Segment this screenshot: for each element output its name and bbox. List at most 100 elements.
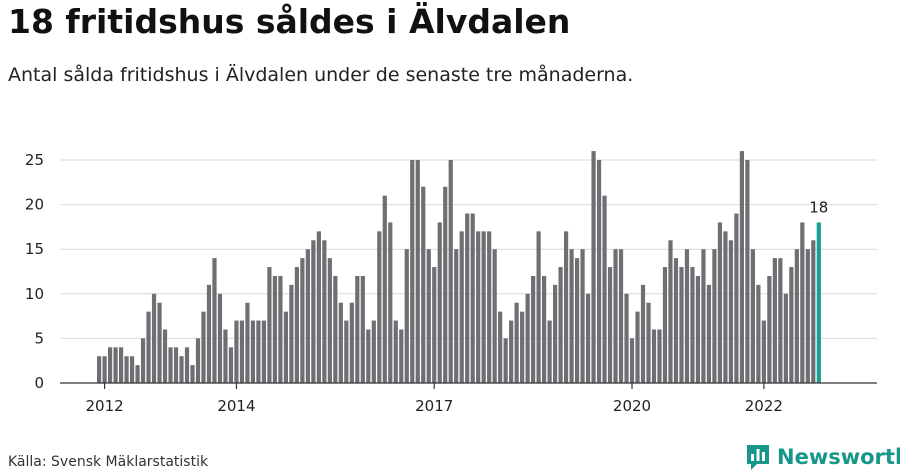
- bar: [646, 302, 651, 383]
- bar: [531, 275, 536, 383]
- bar: [421, 186, 426, 383]
- bar: [289, 284, 294, 383]
- bar: [344, 320, 349, 383]
- bar: [426, 249, 431, 383]
- x-tick-label-2022: 2022: [745, 397, 783, 415]
- bar: [673, 258, 679, 383]
- bar: [129, 356, 135, 383]
- bar: [563, 231, 569, 383]
- bar: [596, 160, 602, 383]
- y-tick-label-5: 5: [34, 329, 44, 347]
- bar: [805, 249, 810, 383]
- bar: [503, 338, 508, 383]
- y-tick-label-15: 15: [25, 240, 44, 258]
- bar: [767, 275, 772, 383]
- bar: [690, 267, 695, 383]
- bar: [168, 347, 173, 383]
- bar: [206, 284, 212, 383]
- bar-highlight: [816, 222, 821, 383]
- bar: [382, 195, 387, 383]
- bar: [305, 249, 310, 383]
- bar: [750, 249, 755, 383]
- bar: [327, 258, 332, 383]
- y-tick-label-20: 20: [25, 196, 44, 214]
- bar: [146, 311, 151, 383]
- bar: [800, 222, 805, 383]
- bar: [195, 338, 201, 383]
- bar: [558, 267, 563, 383]
- bar: [487, 231, 492, 383]
- bar: [388, 222, 393, 383]
- bar: [217, 293, 223, 383]
- bar: [311, 240, 316, 383]
- bar: [278, 275, 283, 383]
- bar: [640, 284, 646, 383]
- bar: [360, 275, 365, 383]
- bar: [476, 231, 481, 383]
- brand-logo[interactable]: Newsworthy: [745, 443, 900, 471]
- bar: [432, 267, 437, 383]
- bar: [184, 347, 190, 383]
- bar: [728, 240, 734, 383]
- y-tick-label-0: 0: [34, 374, 44, 392]
- bar: [553, 284, 558, 383]
- page-title: 18 fritidshus såldes i Älvdalen: [8, 2, 571, 41]
- bar: [316, 231, 321, 383]
- bar: [377, 231, 382, 383]
- bar: [668, 240, 673, 383]
- bar: [437, 222, 442, 383]
- bar: [355, 275, 360, 383]
- bar: [140, 338, 146, 383]
- bar: [459, 231, 464, 383]
- bar: [695, 275, 701, 383]
- bar: [662, 267, 668, 383]
- bar: [201, 311, 206, 383]
- bar: [635, 311, 640, 383]
- bar: [135, 365, 140, 383]
- bar: [454, 249, 459, 383]
- bar: [283, 311, 288, 383]
- bar: [498, 311, 503, 383]
- bar: [712, 249, 717, 383]
- bar: [173, 347, 179, 383]
- bar: [399, 329, 404, 383]
- bar: [701, 249, 706, 383]
- bar-chart: 0 5 10 15 20 25 18 2012 2014 2017 2020 2022: [25, 151, 877, 415]
- bar: [223, 329, 228, 383]
- bar: [102, 356, 107, 383]
- bar: [294, 267, 299, 383]
- bar: [333, 275, 338, 383]
- bar: [745, 160, 750, 383]
- bar: [778, 258, 783, 383]
- bar: [657, 329, 662, 383]
- bar: [618, 249, 624, 383]
- bar: [679, 267, 684, 383]
- bar: [514, 302, 519, 383]
- bar: [602, 195, 607, 383]
- bar: [723, 231, 728, 383]
- bar: [371, 320, 376, 383]
- bar: [338, 302, 343, 383]
- bar: [366, 329, 371, 383]
- bar: [739, 151, 744, 383]
- bar: [734, 213, 739, 383]
- bar: [322, 240, 327, 383]
- highlight-value-label: 18: [809, 198, 828, 216]
- bar: [151, 293, 157, 383]
- bar: [542, 275, 547, 383]
- y-tick-label-25: 25: [25, 151, 44, 169]
- bar: [520, 311, 525, 383]
- bar: [179, 356, 184, 383]
- bar: [410, 160, 415, 383]
- bar: [629, 338, 635, 383]
- x-tick-label-2020: 2020: [613, 397, 651, 415]
- newsworthy-logo-icon: [747, 445, 769, 470]
- brand-name: Newsworthy: [777, 445, 900, 469]
- bar: [256, 320, 261, 383]
- bar: [113, 347, 118, 383]
- bar: [574, 258, 580, 383]
- bar: [492, 249, 497, 383]
- bar: [811, 240, 816, 383]
- x-tick-label-2017: 2017: [415, 397, 453, 415]
- bar: [756, 284, 761, 383]
